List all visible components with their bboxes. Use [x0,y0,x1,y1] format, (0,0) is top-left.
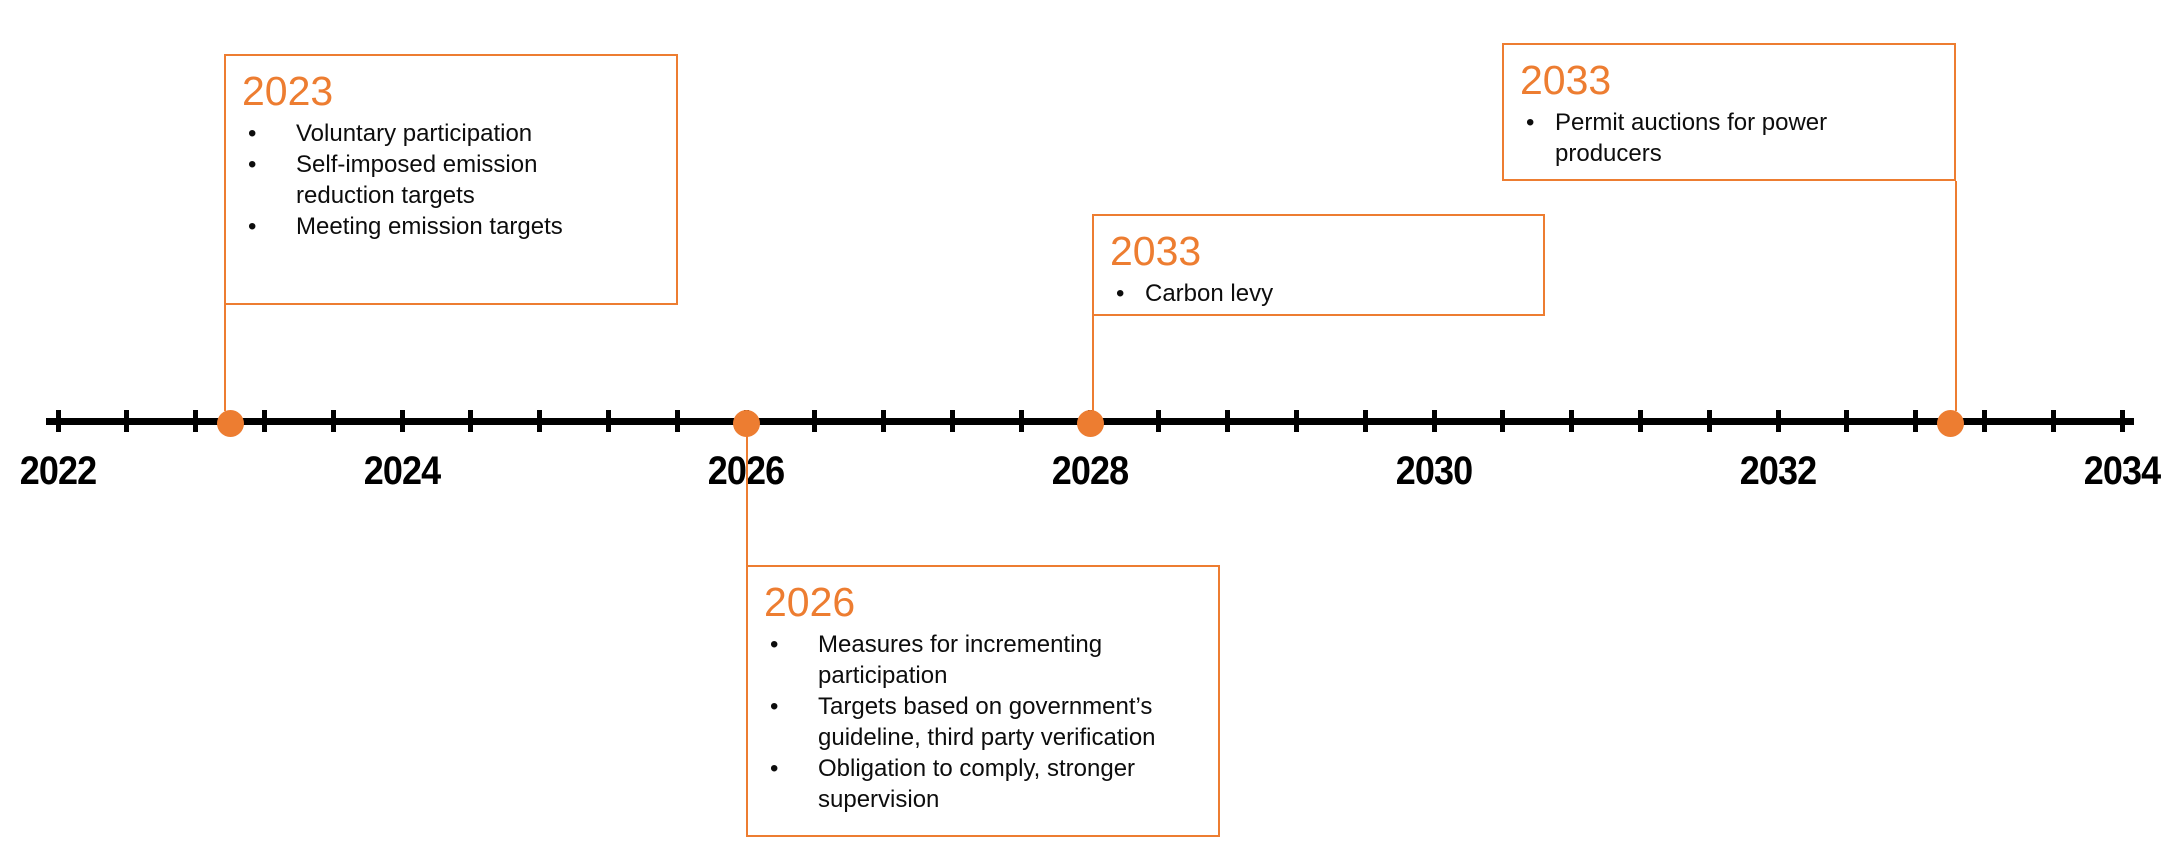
axis-year-label: 2024 [363,449,441,493]
callout-permit-auctions-title: 2033 [1520,57,1612,103]
event-marker-dot [732,409,760,437]
axis-tick [1569,410,1575,432]
axis-year-label: 2030 [1395,449,1473,493]
bullet-item: Obligation to comply, stronger supervisi… [770,753,1208,815]
axis-tick [55,410,61,432]
callout-2026-title: 2026 [764,579,856,625]
axis-tick [605,410,611,432]
axis-tick [812,410,818,432]
callout-2026-list: Measures for incrementing participation … [764,629,1208,815]
bullet-item: Voluntary participation [248,118,666,149]
axis-tick [1362,410,1368,432]
callout-carbon-levy-list: Carbon levy [1110,278,1533,309]
axis-tick [1844,410,1850,432]
bullet-item: Permit auctions for power producers [1526,107,1944,169]
axis-tick [1775,410,1781,432]
connector-carbon-levy [1091,316,1094,411]
axis-year-label: 2034 [2083,449,2161,493]
axis-tick [2119,410,2125,432]
axis-tick [2050,410,2056,432]
bullet-item: Carbon levy [1116,278,1533,309]
bullet-item: Self-imposed emission reduction targets [248,149,666,211]
bullet-item: Targets based on government’s guideline,… [770,691,1208,753]
axis-tick [1225,410,1231,432]
axis-tick [537,410,543,432]
axis-tick [1431,410,1437,432]
axis-tick [193,410,199,432]
axis-tick [1913,410,1919,432]
axis-tick [1018,410,1024,432]
axis-tick [674,410,680,432]
connector-permit-auctions [1954,181,1957,411]
axis-year-label: 2028 [1051,449,1129,493]
axis-tick [881,410,887,432]
callout-carbon-levy: 2033 Carbon levy [1092,214,1545,316]
event-marker-dot [1076,409,1104,437]
axis-year-label: 2032 [1739,449,1817,493]
event-marker-dot [1936,409,1964,437]
event-marker-dot [216,409,244,437]
axis-tick [1637,410,1643,432]
callout-2026: 2026 Measures for incrementing participa… [746,565,1220,837]
axis-tick [1500,410,1506,432]
axis-tick [124,410,130,432]
axis-tick [330,410,336,432]
callout-permit-auctions-list: Permit auctions for power producers [1520,107,1944,169]
callout-2023: 2023 Voluntary participation Self-impose… [224,54,678,305]
callout-2023-title: 2023 [242,68,334,114]
bullet-item: Meeting emission targets [248,211,666,242]
axis-tick [468,410,474,432]
connector-2023 [223,305,226,411]
axis-year-label: 2022 [19,449,97,493]
axis-tick [1156,410,1162,432]
bullet-item: Measures for incrementing participation [770,629,1208,691]
callout-2023-list: Voluntary participation Self-imposed emi… [242,118,666,242]
callout-carbon-levy-title: 2033 [1110,228,1202,274]
axis-tick [1293,410,1299,432]
axis-tick [1706,410,1712,432]
axis-tick [949,410,955,432]
callout-permit-auctions: 2033 Permit auctions for power producers [1502,43,1956,181]
axis-tick [261,410,267,432]
axis-tick [399,410,405,432]
axis-tick [1981,410,1987,432]
connector-2026 [745,436,748,565]
